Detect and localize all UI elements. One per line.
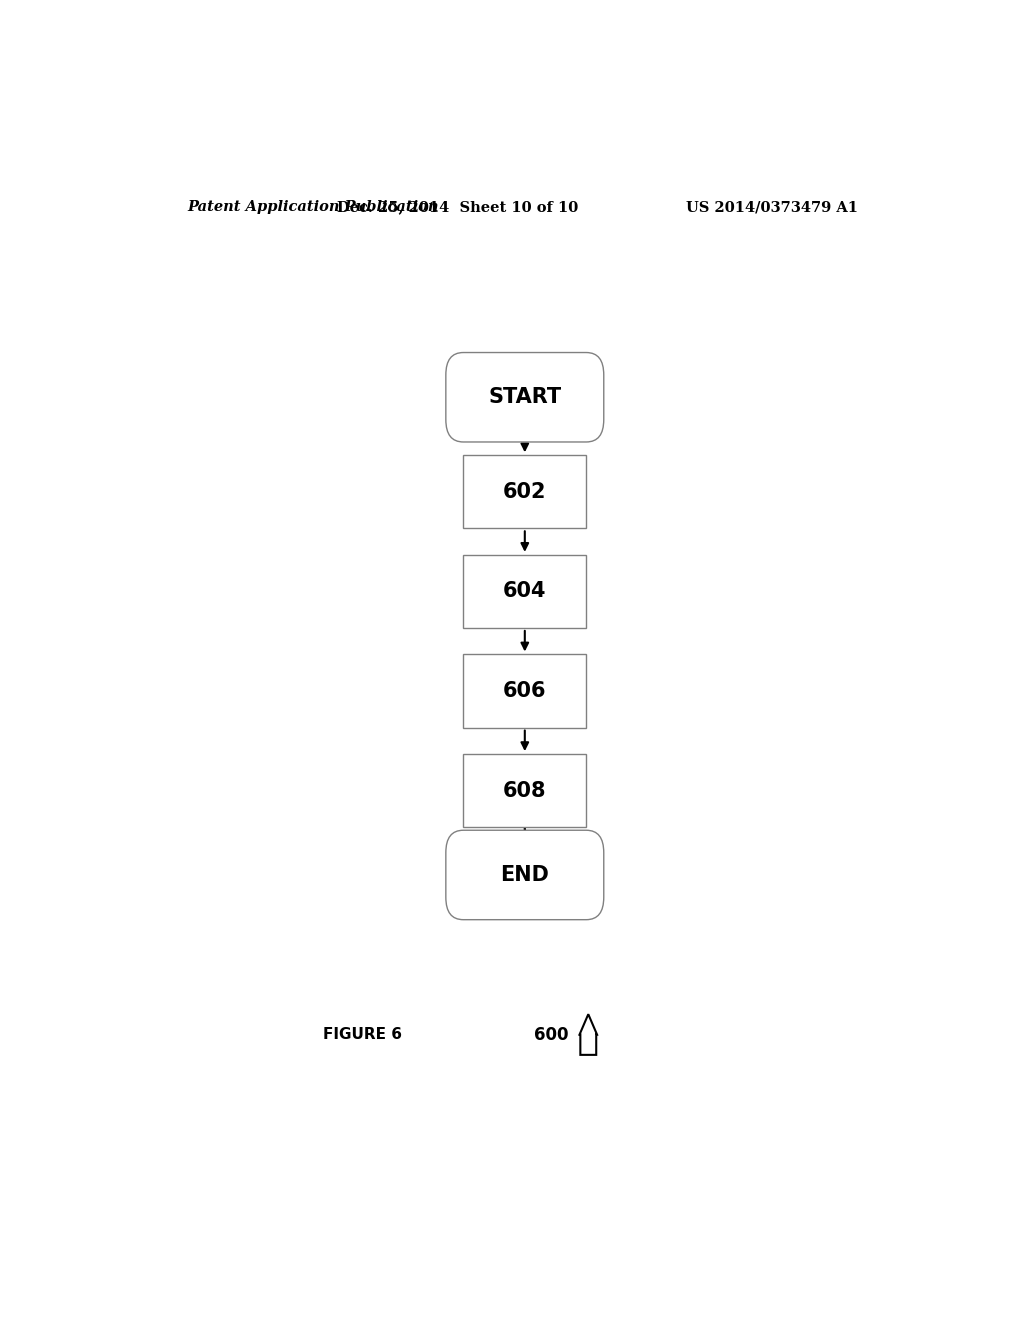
Bar [463,754,587,828]
FancyBboxPatch shape [445,352,604,442]
Text: Dec. 25, 2014  Sheet 10 of 10: Dec. 25, 2014 Sheet 10 of 10 [337,201,578,214]
Text: 602: 602 [503,482,547,502]
Text: FIGURE 6: FIGURE 6 [323,1027,401,1041]
Text: 606: 606 [503,681,547,701]
Text: Patent Application Publication: Patent Application Publication [187,201,439,214]
Polygon shape [580,1014,597,1055]
Bar [463,655,587,727]
Text: US 2014/0373479 A1: US 2014/0373479 A1 [686,201,858,214]
Text: 604: 604 [503,581,547,602]
Bar [463,455,587,528]
Text: END: END [501,865,549,884]
Text: 600: 600 [534,1026,568,1044]
Bar [463,554,587,628]
Text: 608: 608 [503,780,547,801]
Text: START: START [488,387,561,408]
FancyBboxPatch shape [445,830,604,920]
